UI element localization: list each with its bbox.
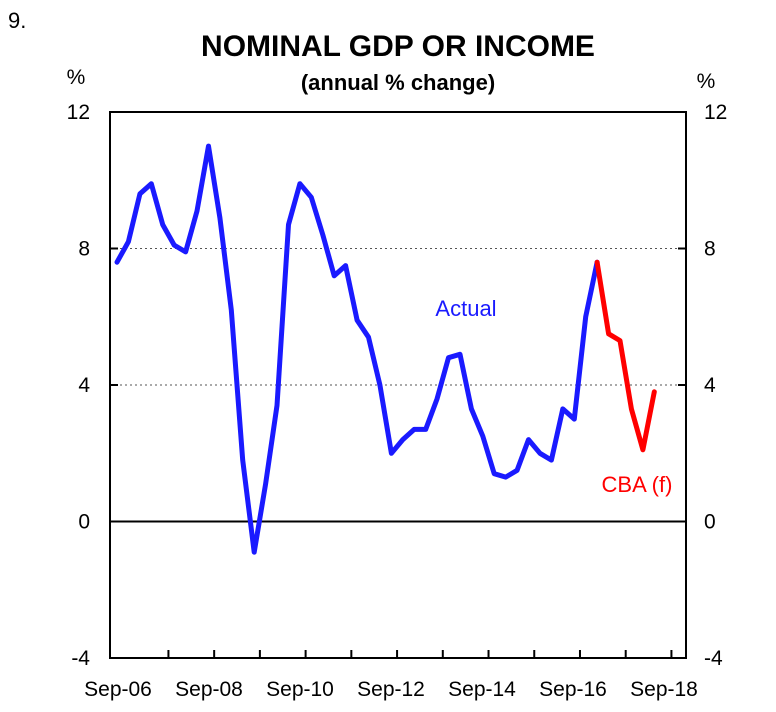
x-tick-label: Sep-16 <box>539 678 607 701</box>
x-tick-label: Sep-12 <box>357 678 425 701</box>
y-tick-label-left: 8 <box>78 238 90 261</box>
y-tick-label-right: 0 <box>704 511 716 534</box>
series-line-forecast <box>594 259 657 453</box>
y-axis-ticks: -4 -4 0 0 4 4 8 8 12 12 <box>67 101 728 670</box>
gridlines <box>110 248 686 386</box>
x-tick-label: Sep-08 <box>175 678 243 701</box>
x-tick-label: Sep-10 <box>266 678 334 701</box>
series-label-actual: Actual <box>435 296 496 321</box>
y-tick-label-left: 12 <box>67 101 90 124</box>
series-label-forecast: CBA (f) <box>602 472 673 497</box>
y-axis-label-right: % <box>697 70 716 93</box>
y-tick-label-left: 4 <box>78 374 90 397</box>
y-tick-label-right: 12 <box>704 101 727 124</box>
y-tick-label-left: 0 <box>78 511 90 534</box>
series-lines <box>114 143 657 555</box>
y-tick-label-left: -4 <box>71 647 90 670</box>
y-tick-label-right: 8 <box>704 238 716 261</box>
y-tick-label-right: -4 <box>704 647 723 670</box>
y-axis-label-left: % <box>67 66 86 89</box>
chart-title: NOMINAL GDP OR INCOME <box>201 30 595 63</box>
x-tick-label: Sep-18 <box>630 678 698 701</box>
series-line-actual <box>114 143 600 555</box>
x-tick-label: Sep-14 <box>448 678 516 701</box>
figure-number: 9. <box>8 8 26 33</box>
x-tick-label: Sep-06 <box>84 678 152 701</box>
y-tick-label-right: 4 <box>704 374 716 397</box>
chart-subtitle: (annual % change) <box>301 70 495 95</box>
x-axis-ticks: Sep-06 Sep-08 Sep-10 Sep-12 Sep-14 Sep-16 Sep-… <box>84 650 698 701</box>
